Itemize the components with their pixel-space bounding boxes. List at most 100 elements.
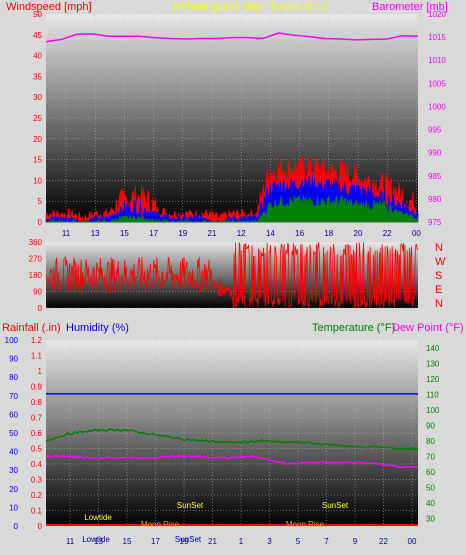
humidity-tick-label: 40 [9,448,18,457]
compass-label: W [435,256,446,268]
x-tick-label: 00 [408,537,417,546]
x-tick-label: 15 [123,537,132,546]
x-tick-label: 19 [180,537,189,546]
wind-tick-label: 5 [38,197,43,206]
temp-tick-label: 40 [426,499,435,508]
temp-tick-label: 110 [426,390,439,399]
wind-direction-line [45,242,419,309]
annotation-label: Lowtide [82,535,110,544]
wind-direction-series [45,242,419,309]
humidity-tick-label: 10 [9,503,18,512]
rain-tick-label: 0.9 [31,383,43,392]
low-wind-area [46,194,419,223]
wind-tick-label: 20 [33,135,42,144]
humidity-axis-title: Humidity (%) [66,322,129,334]
rain-tick-label: 1.2 [31,336,43,345]
rain-tick-label: 0.3 [31,476,43,485]
compass-label: S [435,270,442,282]
direction-axis-ticks: 360 270 180 90 0 [29,238,43,313]
temp-tick-label: 80 [426,437,435,446]
x-tick-label: 16 [295,229,304,238]
x-tick-label: 18 [324,229,333,238]
temp-tick-label: 70 [426,452,435,461]
compass-label: N [435,298,443,310]
baro-tick-label: 980 [428,195,442,204]
x-tick-label: 22 [379,537,388,546]
humidity-tick-label: 70 [9,392,18,401]
direction-tick-label: 0 [38,304,43,313]
humidity-tick-label: 20 [9,485,18,494]
x-tick-label: 19 [178,229,187,238]
compass-label: E [435,284,442,296]
rain-tick-label: 0.4 [31,460,43,469]
rain-tick-label: 0.6 [31,429,43,438]
temp-tick-label: 130 [426,359,440,368]
rain-humidity-axis-ticks: 1.21.110.90.80.70.60.50.40.30.20.1010090… [5,336,43,531]
humidity-tick-label: 60 [9,410,18,419]
direction-tick-label: 360 [29,238,43,247]
wind-tick-label: 0 [38,218,43,227]
temp-tick-label: 60 [426,468,435,477]
temp-tick-label: 140 [426,344,440,353]
x-tick-label: 00 [412,229,421,238]
x-tick-label: 7 [324,537,329,546]
rain-tick-label: 0 [38,522,43,531]
wind-tick-label: 10 [33,176,42,185]
x-tick-label: 1 [239,537,244,546]
dewpoint-axis-title: Dew Point (°F) [392,322,464,334]
baro-tick-label: 995 [428,126,442,135]
temp-axis-ticks: 140 130 120 110 100 90 80 70 60 50 40 30 [426,344,440,524]
wind-axis-title: Windspeed [mph] [6,1,92,13]
rain-tick-label: 0.2 [31,491,43,500]
humidity-tick-label: 90 [9,355,18,364]
rain-axis-title: Rainfall (.in) [2,322,61,334]
baro-tick-label: 1005 [428,79,446,88]
x-tick-label: 5 [296,537,301,546]
baro-axis-title: Barometer [mb] [372,1,448,13]
compass-label: N [435,242,443,254]
x-tick-label: 13 [94,537,103,546]
dewpoint-line [45,454,419,469]
baro-tick-label: 990 [428,149,442,158]
temp-tick-label: 50 [426,483,435,492]
humidity-tick-label: 100 [5,336,19,345]
annotation-label: SunSet [322,501,349,510]
rain-tick-label: 0.7 [31,414,43,423]
temp-tick-label: 100 [426,406,440,415]
x-tick-label: 17 [149,229,158,238]
chart-title: 24 hour graph day : 8 April 2017 [172,1,329,13]
rain-tick-label: 0.5 [31,445,43,454]
baro-tick-label: 1000 [428,102,446,111]
temperature-line [45,428,419,451]
wind-tick-label: 45 [33,31,42,40]
wind-tick-label: 35 [33,72,42,81]
x-tick-label: 9 [353,537,358,546]
wind-tick-label: 15 [33,156,42,165]
humidity-tick-label: 80 [9,373,18,382]
rain-tick-label: 0.1 [31,507,43,516]
baro-tick-label: 1020 [428,10,446,19]
x-tick-label: 11 [62,229,71,238]
x-tick-label: 21 [208,537,217,546]
rain-tick-label: 0.8 [31,398,43,407]
temp-tick-label: 90 [426,421,435,430]
humidity-tick-label: 30 [9,466,18,475]
x-tick-label: 11 [66,537,75,546]
x-tick-label: 12 [237,229,246,238]
direction-tick-label: 90 [33,288,42,297]
wind-tick-label: 25 [33,114,42,123]
x-tick-label: 13 [91,229,100,238]
event-annotations: SunSet SunSet Lowtide Moon Rise Moon Rise Low… [82,501,349,544]
temp-tick-label: 120 [426,375,440,384]
temp-humidity-series [45,393,419,526]
x-tick-label: 17 [151,537,160,546]
baro-tick-label: 985 [428,172,442,181]
annotation-label: Lowtide [84,513,112,522]
temperature-axis-title: Temperature (°F) [312,322,395,334]
x-tick-label: 21 [208,229,217,238]
temp-humidity-x-ticks: 11 13 15 17 19 21 1 3 5 7 9 22 00 [66,537,417,546]
x-tick-label: 14 [266,229,275,238]
wind-tick-label: 50 [33,10,42,19]
